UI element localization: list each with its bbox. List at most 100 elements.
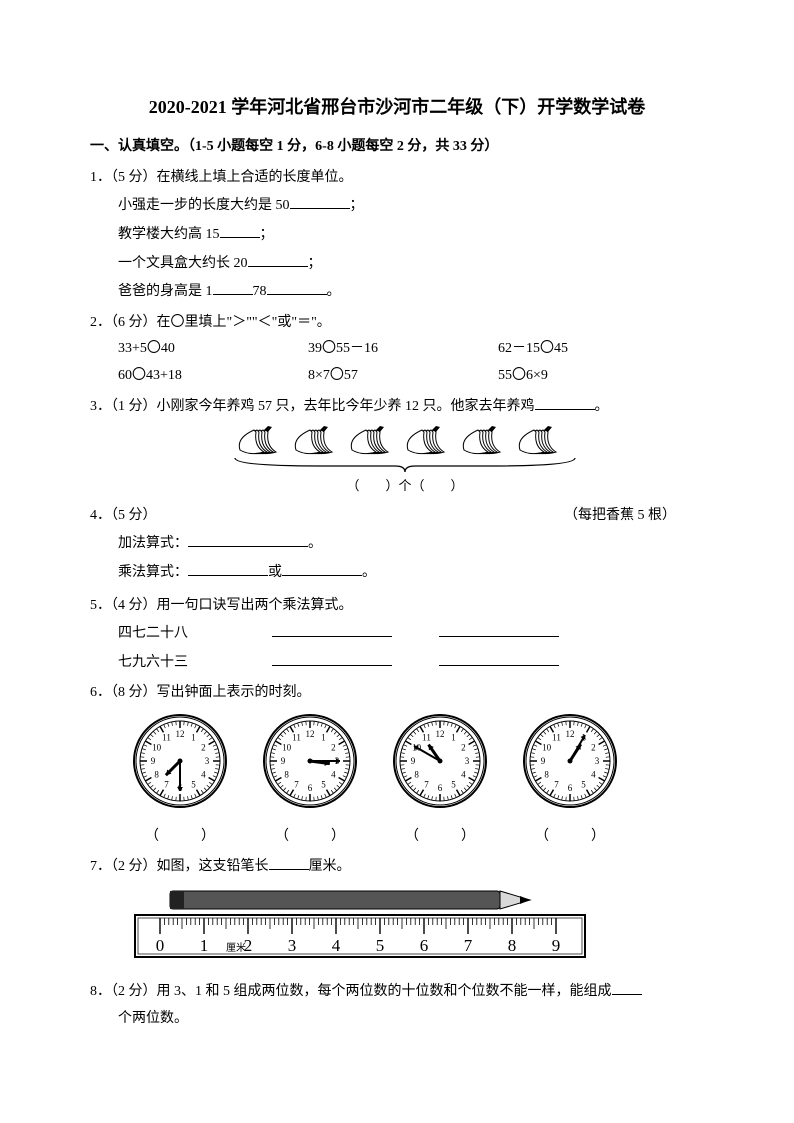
svg-text:2: 2 bbox=[591, 742, 596, 752]
q4-note: （每把香蕉 5 根） bbox=[564, 503, 704, 589]
blank bbox=[213, 280, 253, 295]
svg-text:5: 5 bbox=[376, 936, 385, 955]
svg-text:6: 6 bbox=[568, 783, 573, 793]
q1-line4: 爸爸的身高是 178。 bbox=[90, 279, 704, 306]
svg-text:11: 11 bbox=[162, 733, 171, 743]
page: 2020-2021 学年河北省邢台市沙河市二年级（下）开学数学试卷 一、认真填空… bbox=[0, 0, 794, 1073]
svg-text:12: 12 bbox=[176, 729, 185, 739]
svg-text:10: 10 bbox=[282, 742, 292, 752]
banana-icon bbox=[406, 424, 460, 458]
q4: 4．（5 分） 加法算式：。 乘法算式：或。 （每把香蕉 5 根） bbox=[90, 503, 704, 589]
q2-row1: 33+5〇40 39〇55－16 62－15〇45 bbox=[118, 336, 704, 363]
banana-icon bbox=[518, 424, 572, 458]
svg-text:1: 1 bbox=[321, 733, 326, 743]
svg-text:2: 2 bbox=[461, 742, 466, 752]
svg-text:5: 5 bbox=[451, 779, 456, 789]
bananas-row bbox=[230, 424, 580, 458]
blank bbox=[439, 651, 559, 666]
banana-figure: （ ）个（ ） bbox=[230, 424, 580, 499]
svg-text:6: 6 bbox=[420, 936, 429, 955]
svg-text:5: 5 bbox=[321, 779, 326, 789]
svg-text:11: 11 bbox=[552, 733, 561, 743]
q1: 1．（5 分）在横线上填上合适的长度单位。 小强走一步的长度大约是 50； 教学… bbox=[90, 165, 704, 306]
svg-text:7: 7 bbox=[164, 779, 169, 789]
svg-text:4: 4 bbox=[201, 769, 206, 779]
svg-text:8: 8 bbox=[508, 936, 517, 955]
svg-text:7: 7 bbox=[294, 779, 299, 789]
clock-icon: 123456789101112 bbox=[520, 711, 620, 811]
svg-text:4: 4 bbox=[591, 769, 596, 779]
clock-answer: （ ） bbox=[130, 824, 230, 851]
q6: 6．（8 分）写出钟面上表示的时刻。 123456789101112（ ）123… bbox=[90, 680, 704, 850]
svg-text:5: 5 bbox=[581, 779, 586, 789]
clock-col: 123456789101112（ ） bbox=[260, 711, 360, 850]
q5: 5．（4 分）用一句口诀写出两个乘法算式。 四七二十八 七九六十三 bbox=[90, 593, 704, 677]
clock-col: 123456789101112（ ） bbox=[390, 711, 490, 850]
svg-text:12: 12 bbox=[306, 729, 315, 739]
blank bbox=[272, 651, 392, 666]
banana-icon bbox=[238, 424, 292, 458]
blank bbox=[188, 561, 268, 576]
q7: 7．（2 分）如图，这支铅笔长厘米。 01厘米23456789 bbox=[90, 854, 704, 975]
q3: 3．（1 分）小刚家今年养鸡 57 只，去年比今年少养 12 只。他家去年养鸡。 bbox=[90, 394, 704, 421]
blank bbox=[290, 194, 350, 209]
svg-text:6: 6 bbox=[438, 783, 443, 793]
svg-text:0: 0 bbox=[156, 936, 165, 955]
svg-text:9: 9 bbox=[281, 756, 286, 766]
clocks-row: 123456789101112（ ）123456789101112（ ）1234… bbox=[130, 711, 704, 850]
clock-icon: 123456789101112 bbox=[260, 711, 360, 811]
q8: 8．（2 分）用 3、1 和 5 组成两位数，每个两位数的十位数和个位数不能一样… bbox=[90, 979, 704, 1032]
svg-text:1: 1 bbox=[200, 936, 209, 955]
svg-text:9: 9 bbox=[151, 756, 156, 766]
brace-label: （ ）个（ ） bbox=[230, 474, 580, 499]
svg-text:3: 3 bbox=[288, 936, 297, 955]
blank bbox=[220, 223, 260, 238]
svg-text:6: 6 bbox=[308, 783, 313, 793]
svg-text:8: 8 bbox=[414, 769, 419, 779]
clock-icon: 123456789101112 bbox=[130, 711, 230, 811]
banana-icon bbox=[462, 424, 516, 458]
clock-answer: （ ） bbox=[390, 824, 490, 851]
banana-icon bbox=[294, 424, 348, 458]
blank bbox=[612, 980, 642, 995]
svg-text:1: 1 bbox=[191, 733, 196, 743]
svg-text:10: 10 bbox=[152, 742, 162, 752]
q1-head: 1．（5 分）在横线上填上合适的长度单位。 bbox=[90, 165, 704, 192]
q2: 2．（6 分）在〇里填上"＞""＜"或"＝"。 33+5〇40 39〇55－16… bbox=[90, 310, 704, 390]
svg-text:11: 11 bbox=[292, 733, 301, 743]
svg-text:2: 2 bbox=[201, 742, 206, 752]
svg-text:8: 8 bbox=[544, 769, 549, 779]
brace-icon bbox=[230, 456, 580, 474]
svg-text:3: 3 bbox=[595, 756, 600, 766]
clock-answer: （ ） bbox=[260, 824, 360, 851]
q1-line1: 小强走一步的长度大约是 50； bbox=[90, 193, 704, 220]
exam-title: 2020-2021 学年河北省邢台市沙河市二年级（下）开学数学试卷 bbox=[90, 90, 704, 124]
svg-text:8: 8 bbox=[154, 769, 159, 779]
svg-text:4: 4 bbox=[332, 936, 341, 955]
blank bbox=[272, 622, 392, 637]
svg-text:12: 12 bbox=[566, 729, 575, 739]
svg-text:2: 2 bbox=[331, 742, 336, 752]
q5-row2: 七九六十三 bbox=[90, 650, 704, 677]
ruler-figure: 01厘米23456789 bbox=[130, 887, 704, 976]
svg-text:5: 5 bbox=[191, 779, 196, 789]
blank bbox=[248, 252, 308, 267]
blank bbox=[439, 622, 559, 637]
clock-answer: （ ） bbox=[520, 824, 620, 851]
svg-text:3: 3 bbox=[205, 756, 210, 766]
q1-line3: 一个文具盒大约长 20； bbox=[90, 251, 704, 278]
blank bbox=[188, 532, 308, 547]
q2-row2: 60〇43+18 8×7〇57 55〇6×9 bbox=[118, 363, 704, 390]
ruler-icon: 01厘米23456789 bbox=[130, 887, 590, 965]
svg-text:2: 2 bbox=[244, 936, 253, 955]
svg-text:9: 9 bbox=[552, 936, 561, 955]
svg-text:9: 9 bbox=[541, 756, 546, 766]
svg-text:10: 10 bbox=[542, 742, 552, 752]
svg-text:7: 7 bbox=[464, 936, 473, 955]
svg-text:7: 7 bbox=[554, 779, 559, 789]
banana-icon bbox=[350, 424, 404, 458]
blank bbox=[282, 561, 362, 576]
q5-row1: 四七二十八 bbox=[90, 621, 704, 648]
svg-text:4: 4 bbox=[331, 769, 336, 779]
svg-text:4: 4 bbox=[461, 769, 466, 779]
